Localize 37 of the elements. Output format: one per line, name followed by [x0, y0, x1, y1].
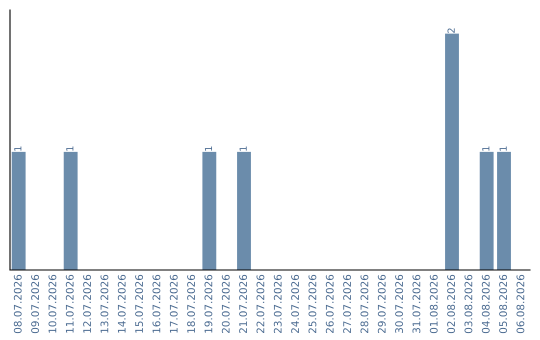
x-tick-label: 04.08.2026 — [482, 274, 490, 334]
data-label: 1 — [14, 146, 22, 151]
data-label: 1 — [482, 146, 490, 151]
x-tick-label: 14.07.2026 — [118, 274, 126, 333]
x-tick-label: 02.08.2026 — [447, 274, 456, 334]
x-tick-label: 24.07.2026 — [291, 274, 300, 334]
x-tick-label: 11.07.2026 — [66, 274, 74, 333]
x-tick-label: 01.08.2026 — [430, 274, 438, 334]
x-tick-label: 10.07.2026 — [48, 274, 56, 333]
x-tick-label: 22.07.2026 — [256, 274, 264, 334]
x-tick-label: 09.07.2026 — [31, 274, 40, 334]
data-label: 1 — [204, 146, 212, 151]
data-label: 1 — [500, 146, 507, 151]
x-tick-label: 16.07.2026 — [152, 274, 160, 333]
x-tick-label: 23.07.2026 — [274, 274, 282, 334]
x-tick-label: 31.07.2026 — [412, 274, 420, 334]
x-tick-label: 17.07.2026 — [170, 274, 178, 333]
x-tick-label: 25.07.2026 — [308, 274, 316, 334]
x-tick-label: 20.07.2026 — [222, 274, 230, 334]
x-tick-label: 26.07.2026 — [326, 274, 334, 334]
x-tick-label: 03.08.2026 — [464, 274, 472, 334]
x-tick-label: 13.07.2026 — [100, 274, 108, 333]
x-tick-label: 27.07.2026 — [343, 274, 352, 334]
x-tick-label: 28.07.2026 — [360, 274, 368, 334]
x-tick-label: 30.07.2026 — [395, 274, 404, 334]
data-label: 1 — [66, 146, 74, 151]
x-tick-label: 06.08.2026 — [516, 274, 524, 334]
x-tick-label: 29.07.2026 — [378, 274, 386, 334]
x-tick-label: 15.07.2026 — [135, 274, 144, 333]
x-tick-label: 19.07.2026 — [204, 274, 212, 333]
x-tick-label: 21.07.2026 — [239, 274, 248, 334]
x-tick-label: 18.07.2026 — [187, 274, 196, 333]
x-tick-label: 08.07.2026 — [14, 274, 22, 334]
data-label: 1 — [240, 146, 247, 151]
x-tick-label: 05.08.2026 — [499, 274, 508, 334]
x-tick-label: 12.07.2026 — [83, 274, 92, 333]
data-label: 2 — [447, 28, 455, 33]
